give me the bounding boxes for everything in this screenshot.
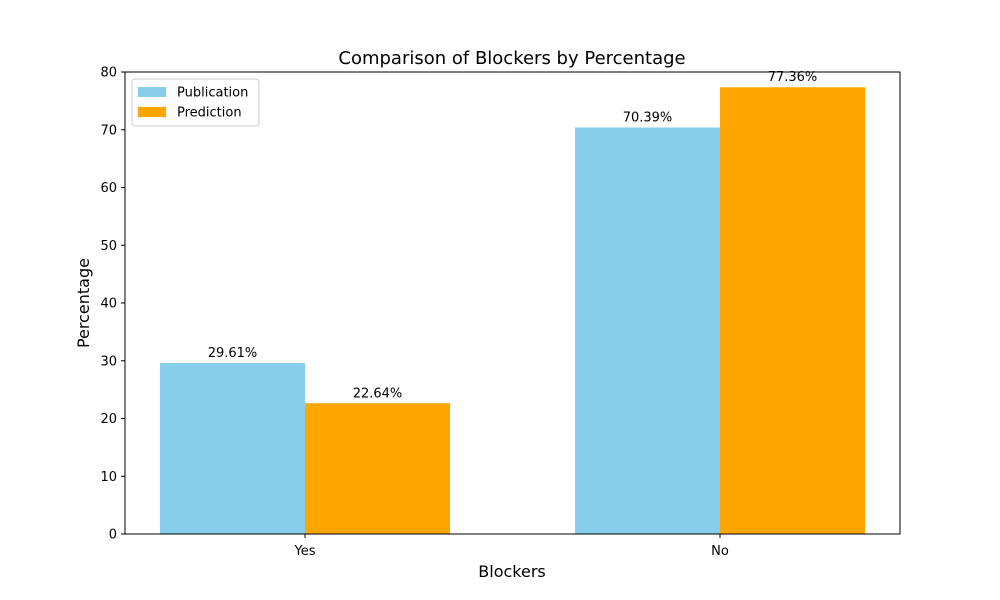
y-tick-label: 70	[100, 123, 117, 138]
axes-frame	[124, 71, 901, 535]
data-label: 77.36%	[768, 70, 818, 85]
bar-prediction-yes	[305, 403, 450, 534]
legend-label-publication: Publication	[177, 86, 248, 101]
legend: Publication Prediction	[131, 78, 260, 127]
data-label: 70.39%	[623, 110, 673, 125]
y-tick-label: 80	[100, 66, 117, 81]
bar-publication-no	[575, 127, 720, 535]
bar-prediction-no	[720, 87, 865, 534]
y-tick-label: 30	[100, 354, 117, 369]
y-axis-label: Percentage	[74, 258, 93, 348]
y-tick-label: 50	[100, 239, 117, 254]
legend-swatch-prediction	[138, 107, 166, 117]
data-label: 29.61%	[208, 346, 258, 361]
y-tick-label: 40	[100, 297, 117, 312]
chart-title: Comparison of Blockers by Percentage	[338, 48, 685, 69]
y-tick-label: 0	[109, 528, 117, 543]
x-tick-label: Yes	[294, 544, 316, 559]
x-axis-label: Blockers	[478, 562, 545, 581]
plot-area: 0 10 20 30 40 50 60 70 80 Yes 29.61% 22.64% No 70.39%…	[100, 66, 865, 559]
y-tick-label: 10	[100, 470, 117, 485]
data-label: 22.64%	[353, 386, 403, 401]
legend-label-prediction: Prediction	[177, 106, 242, 121]
legend-swatch-publication	[138, 87, 166, 97]
bar-publication-yes	[160, 363, 305, 534]
y-tick-label: 20	[100, 412, 117, 427]
x-tick-label: No	[711, 544, 729, 559]
y-tick-label: 60	[100, 181, 117, 196]
